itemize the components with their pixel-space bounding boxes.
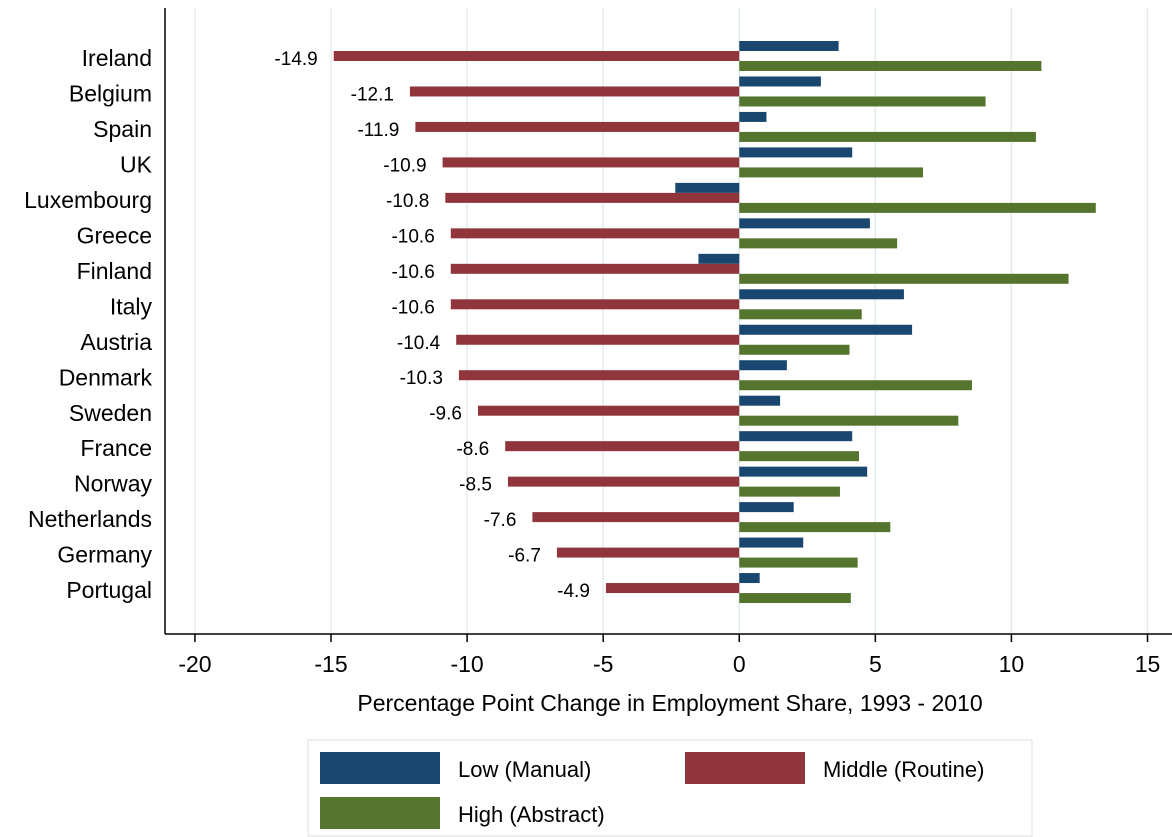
y-tick-label: Belgium (69, 81, 152, 107)
bar (333, 51, 740, 61)
legend-label: High (Abstract) (458, 802, 605, 827)
bar (415, 121, 740, 132)
legend-swatch (685, 752, 805, 784)
value-label: -10.6 (391, 262, 434, 283)
bar (739, 522, 891, 533)
bar (739, 273, 1069, 284)
value-label: -8.6 (456, 439, 489, 460)
legend-label: Middle (Routine) (823, 757, 984, 782)
bar (739, 202, 1096, 213)
bar (739, 415, 959, 426)
bar (739, 380, 972, 391)
bar (739, 96, 986, 107)
bar (739, 324, 913, 335)
bar (739, 573, 760, 584)
bar (739, 557, 858, 568)
y-tick-label: UK (120, 151, 153, 177)
value-label: -14.9 (274, 49, 317, 70)
bar (605, 583, 740, 594)
legend-label: Low (Manual) (458, 757, 591, 782)
bar (739, 431, 853, 442)
bar (450, 228, 740, 239)
x-tick-label: -10 (450, 651, 483, 677)
y-tick-label: Portugal (66, 577, 152, 603)
value-label: -10.6 (391, 226, 434, 247)
bar (450, 299, 740, 310)
bar (456, 334, 740, 345)
bar (739, 309, 862, 320)
x-tick-label: 15 (1135, 651, 1161, 677)
value-label: -8.5 (459, 475, 492, 496)
value-label: -6.7 (508, 546, 541, 567)
x-tick-label: 5 (869, 651, 882, 677)
value-label: -10.6 (391, 297, 434, 318)
y-tick-label: Denmark (59, 364, 153, 390)
value-label: -7.6 (484, 510, 517, 531)
bar (556, 547, 740, 558)
x-tick-label: -20 (178, 651, 211, 677)
value-label: -10.9 (383, 155, 426, 176)
bar (739, 238, 898, 249)
bar (739, 344, 850, 355)
y-tick-label: Ireland (82, 45, 152, 71)
bar (675, 182, 740, 193)
x-tick-label: -15 (314, 651, 347, 677)
legend-swatch (320, 752, 440, 784)
bar (739, 111, 767, 122)
bar (739, 593, 851, 604)
x-tick-label: 0 (733, 651, 746, 677)
bar (739, 466, 868, 477)
bar (739, 76, 821, 87)
bar (739, 218, 870, 229)
value-label: -10.4 (397, 333, 441, 354)
bar (739, 537, 804, 548)
value-label: -11.9 (357, 120, 399, 141)
value-label: -10.8 (386, 191, 429, 212)
y-tick-label: Germany (57, 542, 152, 568)
bar (739, 502, 794, 513)
value-label: -4.9 (557, 581, 590, 602)
bar (532, 512, 740, 523)
bar (739, 395, 781, 406)
bar (739, 131, 1036, 142)
value-label: -12.1 (351, 84, 394, 105)
x-tick-label: -5 (593, 651, 613, 677)
value-label: -10.3 (400, 368, 443, 389)
y-tick-label: Norway (74, 471, 152, 497)
y-tick-label: Finland (77, 258, 152, 284)
legend-swatch (320, 797, 440, 829)
bar (739, 360, 787, 371)
bar (739, 289, 904, 300)
value-label: -9.6 (429, 404, 462, 425)
y-tick-label: Netherlands (28, 506, 152, 532)
bar (739, 61, 1042, 71)
y-tick-label: Spain (93, 116, 152, 142)
y-tick-label: Greece (77, 222, 152, 248)
y-tick-label: Italy (110, 293, 153, 319)
bar (450, 263, 740, 274)
y-tick-label: France (80, 435, 152, 461)
y-tick-label: Luxembourg (24, 187, 152, 213)
bar (698, 253, 740, 264)
bar (739, 451, 860, 462)
bar (507, 476, 740, 487)
bar (409, 86, 740, 97)
bar (739, 147, 853, 158)
bar (458, 370, 740, 381)
y-tick-label: Sweden (69, 400, 152, 426)
x-tick-label: 10 (999, 651, 1025, 677)
bar (477, 405, 740, 416)
bar (739, 41, 839, 51)
bar (739, 167, 923, 178)
y-tick-label: Austria (80, 329, 152, 355)
x-axis-label: Percentage Point Change in Employment Sh… (357, 690, 982, 716)
bar (445, 192, 740, 203)
bar (505, 441, 740, 452)
bar (739, 486, 840, 497)
bar (442, 157, 740, 168)
